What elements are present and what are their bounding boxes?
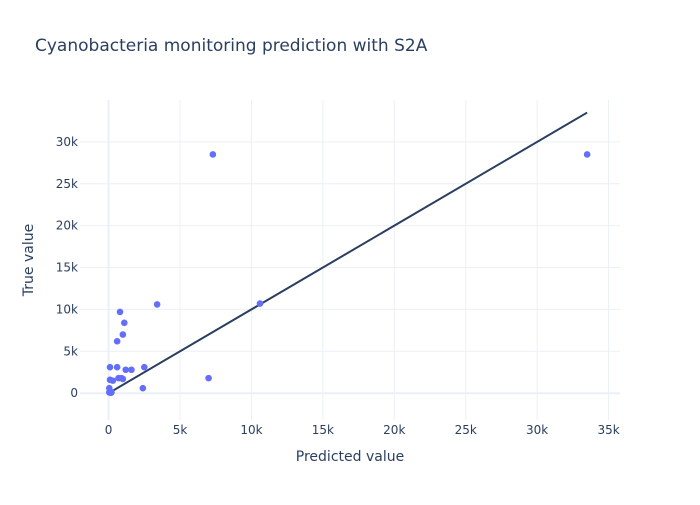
y-tick-label: 10k bbox=[56, 302, 78, 316]
data-point bbox=[113, 337, 121, 345]
y-tick-label: 20k bbox=[56, 219, 78, 233]
y-tick-label: 15k bbox=[56, 261, 78, 275]
data-point bbox=[153, 301, 161, 308]
data-point bbox=[139, 384, 147, 392]
x-tick-label: 30k bbox=[526, 423, 548, 437]
x-tick-label: 25k bbox=[455, 423, 477, 437]
y-axis-label: True value bbox=[21, 224, 37, 297]
data-points bbox=[105, 151, 591, 397]
x-tick-label: 20k bbox=[383, 423, 405, 437]
chart-title: Cyanobacteria monitoring prediction with… bbox=[35, 36, 428, 56]
x-tick-label: 15k bbox=[312, 423, 334, 437]
data-point bbox=[109, 377, 117, 384]
data-point bbox=[108, 389, 115, 396]
y-tick-label: 25k bbox=[56, 177, 78, 191]
data-point bbox=[119, 331, 127, 338]
data-point bbox=[116, 308, 124, 316]
data-point bbox=[256, 300, 264, 307]
x-tick-label: 5k bbox=[173, 423, 188, 437]
x-axis-label: Predicted value bbox=[296, 449, 404, 465]
data-point bbox=[113, 363, 121, 371]
reference-line-layer bbox=[108, 111, 588, 395]
data-point bbox=[120, 319, 128, 327]
data-point bbox=[122, 366, 130, 374]
x-tick-label: 35k bbox=[597, 423, 619, 437]
data-point bbox=[205, 374, 212, 382]
x-tick-label: 10k bbox=[240, 423, 262, 437]
x-tick-labels: 0 5k 10k 15k 20k 25k 30k 35k bbox=[105, 423, 620, 437]
y-tick-label: 30k bbox=[56, 135, 78, 149]
x-tick-label: 0 bbox=[105, 423, 113, 437]
data-point bbox=[128, 366, 135, 374]
y-tick-label: 5k bbox=[63, 344, 78, 358]
data-point bbox=[106, 363, 114, 371]
data-point bbox=[140, 363, 148, 371]
y-tick-label: 0 bbox=[70, 386, 78, 400]
data-point bbox=[583, 151, 591, 158]
reference-line bbox=[108, 111, 588, 395]
data-point bbox=[209, 151, 217, 158]
grid-lines bbox=[80, 100, 620, 420]
data-point bbox=[119, 375, 127, 383]
y-tick-labels: 0 5k 10k 15k 20k 25k 30k bbox=[56, 135, 78, 400]
